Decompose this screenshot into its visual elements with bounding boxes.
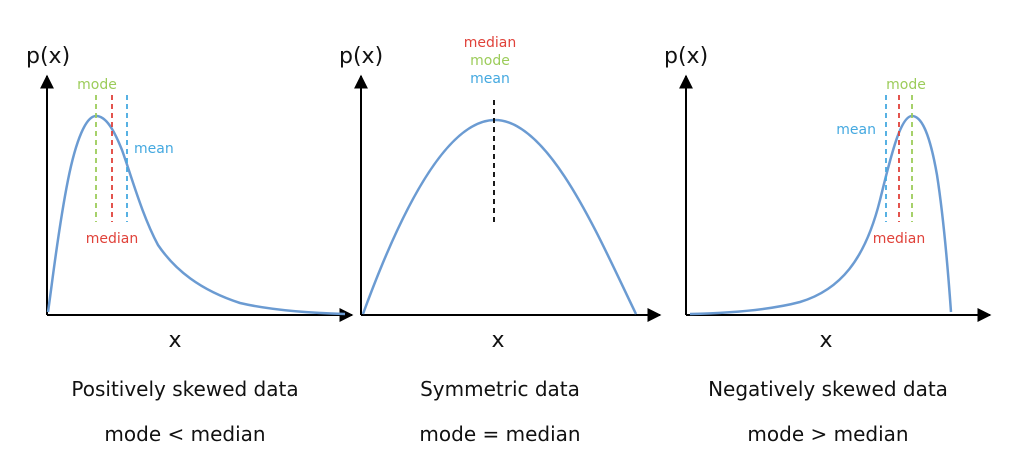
x-axis-label: x bbox=[168, 328, 181, 353]
distribution-curve bbox=[689, 114, 953, 316]
panel-symmetric: p(x) x median mode mean bbox=[339, 35, 662, 353]
panel-negative-skew: p(x) x mode mean median bbox=[664, 44, 992, 353]
x-axis-label: x bbox=[819, 328, 832, 353]
caption-title-positive: Positively skewed data bbox=[71, 377, 299, 401]
caption-relation-negative: mode > median bbox=[747, 422, 909, 446]
panel-positive-skew: p(x) x mode mean median bbox=[26, 44, 354, 353]
x-axis-label: x bbox=[491, 328, 504, 353]
y-axis-label: p(x) bbox=[664, 44, 708, 69]
y-axis-label: p(x) bbox=[339, 44, 383, 69]
median-label: median bbox=[873, 231, 925, 247]
mean-label: mean bbox=[134, 141, 174, 157]
mean-label: mean bbox=[470, 71, 510, 87]
caption-relation-positive: mode < median bbox=[104, 422, 266, 446]
mode-label: mode bbox=[886, 77, 926, 93]
mode-label: mode bbox=[77, 77, 117, 93]
median-label: median bbox=[86, 231, 138, 247]
median-label: median bbox=[464, 35, 516, 51]
distribution-curve bbox=[46, 114, 346, 316]
caption-title-negative: Negatively skewed data bbox=[708, 377, 948, 401]
mode-label: mode bbox=[470, 53, 510, 69]
mean-label: mean bbox=[836, 122, 876, 138]
caption-relation-symmetric: mode = median bbox=[419, 422, 581, 446]
caption-title-symmetric: Symmetric data bbox=[420, 377, 580, 401]
distribution-curve bbox=[361, 118, 638, 315]
y-axis-label: p(x) bbox=[26, 44, 70, 69]
